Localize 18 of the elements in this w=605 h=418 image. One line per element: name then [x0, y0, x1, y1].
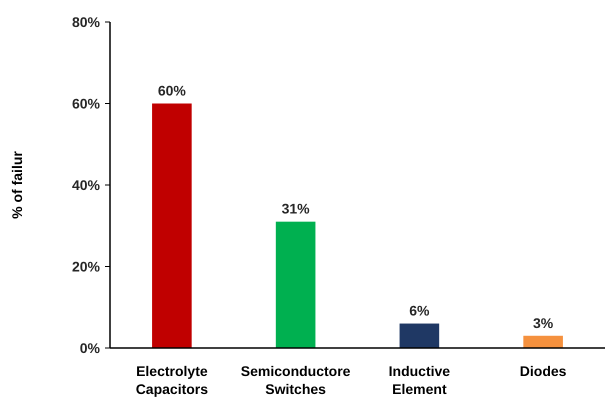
y-tick-label: 40% — [72, 176, 101, 193]
bar — [400, 324, 440, 348]
data-label: 31% — [282, 200, 310, 217]
y-tick-label: 0% — [80, 340, 101, 356]
y-axis-title: % of failur — [9, 150, 25, 219]
data-label: 3% — [533, 314, 554, 331]
y-tick-label: 20% — [72, 258, 101, 274]
x-tick-label: Electrolyte Capacitors — [136, 363, 208, 397]
y-tick-label: 60% — [72, 95, 101, 112]
x-tick-label: Inductive Element — [388, 363, 450, 397]
bar — [276, 222, 316, 348]
data-label: 6% — [409, 302, 430, 319]
bar — [523, 336, 563, 348]
y-tick-label: 80% — [72, 14, 101, 30]
bar — [152, 104, 192, 348]
x-tick-label: Diodes — [520, 363, 567, 379]
data-label: 60% — [158, 82, 186, 98]
x-tick-label: Semiconductore Switches — [240, 363, 351, 397]
